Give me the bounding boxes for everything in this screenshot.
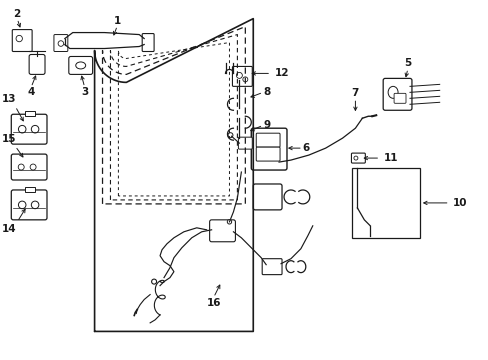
FancyBboxPatch shape <box>383 78 411 110</box>
Circle shape <box>30 164 36 170</box>
Circle shape <box>19 201 26 209</box>
Circle shape <box>353 156 357 160</box>
FancyBboxPatch shape <box>238 137 252 149</box>
Text: 3: 3 <box>81 87 88 97</box>
FancyBboxPatch shape <box>11 190 47 220</box>
Text: 9: 9 <box>263 120 270 130</box>
FancyBboxPatch shape <box>262 259 282 275</box>
FancyBboxPatch shape <box>12 30 32 51</box>
FancyBboxPatch shape <box>232 67 252 86</box>
Text: 13: 13 <box>2 94 17 104</box>
Text: 5: 5 <box>404 58 411 68</box>
Circle shape <box>58 41 63 46</box>
FancyBboxPatch shape <box>69 57 92 75</box>
FancyBboxPatch shape <box>11 154 47 180</box>
Text: 14: 14 <box>2 224 17 234</box>
Text: 11: 11 <box>384 153 398 163</box>
Circle shape <box>16 35 22 42</box>
Circle shape <box>18 164 24 170</box>
FancyBboxPatch shape <box>251 128 286 170</box>
Bar <box>25 111 35 116</box>
Circle shape <box>227 133 232 138</box>
Text: 16: 16 <box>206 298 221 307</box>
Text: 15: 15 <box>2 134 17 144</box>
FancyBboxPatch shape <box>29 54 45 75</box>
Text: 10: 10 <box>452 198 466 208</box>
Text: 12: 12 <box>275 68 289 78</box>
FancyBboxPatch shape <box>54 35 68 51</box>
FancyBboxPatch shape <box>253 184 282 210</box>
FancyBboxPatch shape <box>256 133 280 147</box>
Bar <box>352 168 419 238</box>
FancyBboxPatch shape <box>209 220 235 242</box>
Circle shape <box>19 125 26 133</box>
FancyBboxPatch shape <box>256 147 280 161</box>
Ellipse shape <box>387 86 397 98</box>
FancyBboxPatch shape <box>11 114 47 144</box>
Circle shape <box>151 279 156 284</box>
Circle shape <box>243 77 247 82</box>
Text: 2: 2 <box>14 9 21 19</box>
Text: 8: 8 <box>263 87 270 97</box>
FancyBboxPatch shape <box>351 153 365 163</box>
Text: 4: 4 <box>27 87 35 97</box>
FancyBboxPatch shape <box>142 33 154 51</box>
Circle shape <box>227 220 231 224</box>
Text: 1: 1 <box>114 15 121 26</box>
Circle shape <box>236 72 242 78</box>
Text: 6: 6 <box>302 143 309 153</box>
Circle shape <box>31 201 39 209</box>
FancyBboxPatch shape <box>393 93 405 103</box>
Ellipse shape <box>76 62 85 69</box>
Circle shape <box>31 125 39 133</box>
Text: 7: 7 <box>351 88 358 98</box>
Bar <box>25 187 35 192</box>
